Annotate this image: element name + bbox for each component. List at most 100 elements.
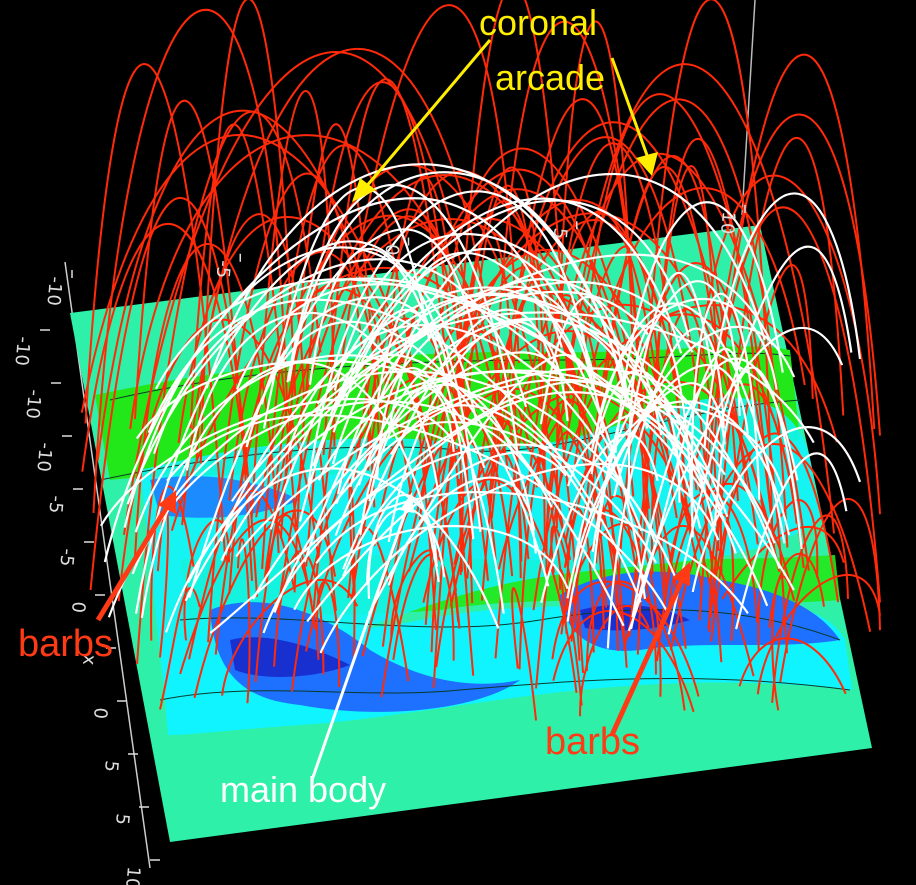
field-line bbox=[567, 405, 784, 490]
field-line bbox=[154, 278, 795, 591]
field-line bbox=[207, 172, 376, 643]
label-barbs-left: barbs bbox=[18, 623, 113, 665]
field-line bbox=[579, 605, 650, 717]
arrow-coronal-right bbox=[610, 57, 650, 159]
field-line bbox=[315, 491, 749, 614]
box-edge-left bbox=[64, 261, 151, 869]
field-line bbox=[667, 482, 790, 608]
field-line bbox=[81, 222, 248, 476]
label-barbs-right: barbs bbox=[545, 721, 640, 763]
field-line bbox=[565, 508, 595, 653]
axis-tick-label: -5 bbox=[55, 548, 77, 568]
field-line bbox=[552, 610, 695, 713]
axis-tick-label: -10 bbox=[10, 336, 33, 367]
field-line bbox=[264, 514, 317, 631]
field-line bbox=[663, 491, 759, 623]
field-line bbox=[359, 386, 455, 536]
field-line bbox=[189, 123, 298, 528]
arrow-coronal-left bbox=[363, 39, 492, 189]
field-line bbox=[708, 513, 735, 641]
field-line bbox=[317, 369, 726, 481]
field-line bbox=[573, 400, 791, 565]
field-line bbox=[705, 206, 881, 603]
field-line bbox=[92, 8, 288, 514]
arrow-barbs-right bbox=[609, 578, 685, 737]
field-line bbox=[298, 248, 605, 522]
field-line bbox=[308, 247, 475, 540]
field-line bbox=[164, 467, 500, 633]
axis-tick-label: -5 bbox=[44, 495, 66, 515]
axis-tick-label: -5 bbox=[212, 259, 234, 279]
field-line bbox=[540, 433, 659, 603]
field-line bbox=[319, 462, 720, 654]
field-line bbox=[466, 219, 686, 579]
axis-tick-label: 5 bbox=[100, 760, 122, 773]
axis-top-ticks: -10 -5 0 5 10 bbox=[42, 205, 746, 307]
field-line bbox=[735, 452, 848, 630]
field-line bbox=[134, 240, 454, 614]
axis-tick-label: -10 bbox=[42, 276, 65, 307]
field-line bbox=[126, 258, 528, 505]
arrow-barbs-left-head bbox=[158, 490, 176, 514]
field-line bbox=[357, 317, 781, 569]
field-line bbox=[185, 311, 440, 493]
field-line bbox=[560, 523, 643, 635]
field-line bbox=[332, 308, 439, 433]
field-line bbox=[279, 123, 381, 539]
box-edge-right bbox=[741, 0, 756, 216]
field-line bbox=[756, 574, 881, 695]
field-line bbox=[453, 450, 523, 565]
field-line bbox=[627, 323, 694, 538]
field-line bbox=[159, 587, 201, 710]
arrow-barbs-right-head bbox=[672, 562, 690, 586]
field-line bbox=[252, 351, 568, 600]
axis-tick-label: x bbox=[78, 654, 100, 667]
field-line bbox=[333, 233, 702, 529]
field-line bbox=[561, 63, 835, 534]
axis-tick-label: 5 bbox=[111, 813, 133, 826]
axis-tick-label: -10 bbox=[32, 442, 55, 473]
field-line bbox=[235, 283, 769, 607]
field-line bbox=[220, 286, 579, 542]
field-line bbox=[614, 201, 784, 453]
field-line bbox=[667, 245, 853, 635]
field-line bbox=[525, 210, 673, 503]
plane-blue-left bbox=[210, 602, 520, 712]
field-line bbox=[103, 197, 563, 563]
field-line bbox=[577, 93, 788, 654]
field-line bbox=[451, 0, 571, 445]
field-line bbox=[349, 172, 766, 488]
field-line bbox=[332, 353, 625, 627]
field-line bbox=[273, 163, 566, 539]
field-line bbox=[691, 426, 862, 593]
field-line bbox=[392, 553, 455, 661]
arrow-barbs-left bbox=[95, 503, 171, 622]
contour-line bbox=[179, 609, 841, 641]
field-line bbox=[293, 524, 569, 611]
field-line bbox=[511, 587, 538, 721]
field-line bbox=[422, 478, 578, 693]
arrow-coronal-right-head bbox=[636, 152, 658, 176]
field-line bbox=[183, 519, 230, 641]
field-line bbox=[738, 637, 847, 695]
field-line bbox=[757, 499, 819, 652]
label-main-body: main body bbox=[220, 769, 386, 810]
field-line bbox=[236, 538, 251, 704]
field-line bbox=[539, 296, 631, 425]
field-line bbox=[480, 98, 646, 601]
field-line bbox=[286, 324, 643, 532]
field-line bbox=[457, 478, 475, 676]
field-line bbox=[306, 451, 568, 623]
field-line bbox=[606, 327, 725, 649]
label-coronal: coronal bbox=[479, 2, 597, 43]
axis-tick-label: -10 bbox=[21, 389, 44, 420]
field-line bbox=[123, 51, 480, 536]
field-line bbox=[205, 163, 631, 407]
white-field-lines bbox=[99, 163, 862, 654]
arrow-main-body-head bbox=[400, 492, 414, 513]
arrow-coronal-left-head bbox=[352, 178, 376, 202]
field-line bbox=[376, 251, 647, 600]
field-line bbox=[383, 175, 474, 604]
field-line bbox=[631, 357, 799, 618]
